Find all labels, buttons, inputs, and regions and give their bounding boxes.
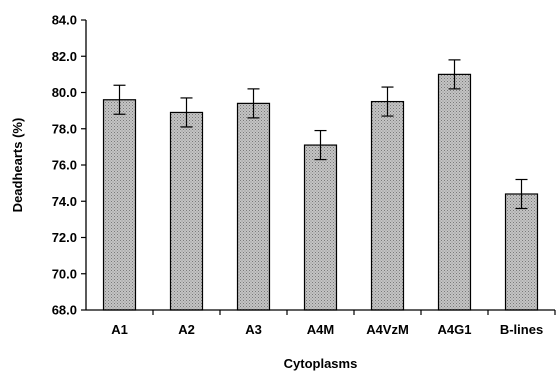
y-tick-label: 72.0	[52, 230, 77, 245]
error-bar	[314, 129, 327, 161]
error-bar	[381, 86, 394, 117]
error-bar	[247, 88, 260, 119]
bar-b-lines	[504, 193, 539, 311]
error-bar	[448, 59, 461, 90]
y-tick-label: 76.0	[52, 158, 77, 173]
y-tick-label: 70.0	[52, 266, 77, 281]
error-bar	[180, 97, 193, 128]
y-tick-label: 80.0	[52, 85, 77, 100]
error-bar	[113, 84, 126, 115]
x-tick-label: A4G1	[438, 322, 472, 337]
y-axis-ticks: 68.0 70.0 72.0 74.0 76.0 78.0 80.0 82.0 84.0	[52, 13, 86, 318]
bar-a4vzm	[370, 100, 405, 311]
y-tick-label: 74.0	[52, 194, 77, 209]
bars-group	[102, 73, 539, 311]
bar-a4g1	[437, 73, 472, 311]
x-axis-tick-labels: A1 A2 A3 A4M A4VzM A4G1 B-lines	[111, 310, 556, 337]
y-tick-label: 78.0	[52, 121, 77, 136]
bar-a2	[169, 111, 204, 311]
x-axis-title: Cytoplasms	[284, 356, 358, 371]
bar-a3	[236, 102, 271, 311]
y-tick-label: 68.0	[52, 303, 77, 318]
error-bars-group	[113, 59, 528, 210]
x-tick-label: B-lines	[500, 322, 543, 337]
x-tick-label: A4M	[307, 322, 334, 337]
x-tick-label: A2	[178, 322, 195, 337]
x-tick-label: A1	[111, 322, 128, 337]
y-axis-title: Deadhearts (%)	[10, 118, 25, 213]
x-tick-label: A3	[245, 322, 262, 337]
bar-a1	[102, 99, 137, 311]
y-tick-label: 82.0	[52, 49, 77, 64]
bar-a4m	[303, 144, 338, 311]
y-tick-label: 84.0	[52, 13, 77, 28]
error-bar	[515, 178, 528, 210]
x-tick-label: A4VzM	[366, 322, 409, 337]
